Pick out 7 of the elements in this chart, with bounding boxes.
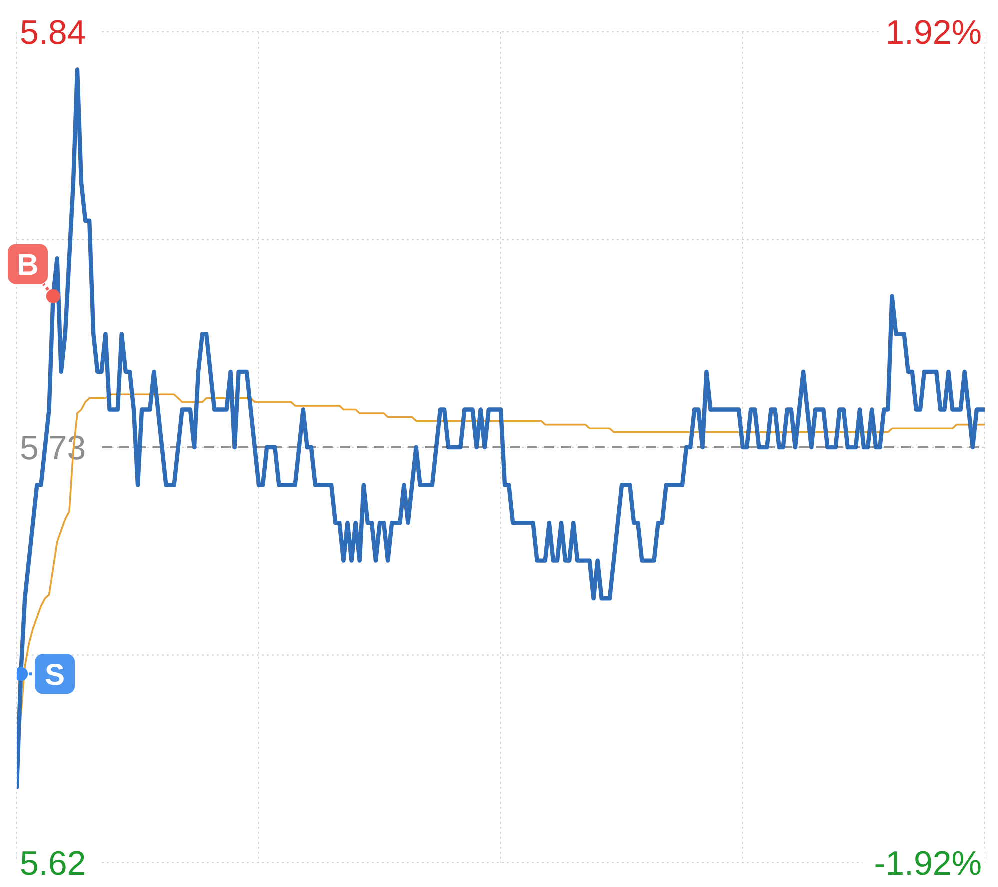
line-series — [17, 68, 985, 790]
series-label: B — [17, 249, 39, 282]
y2-tick-label: 1.92% — [886, 14, 982, 52]
legend-label: S — [45, 658, 66, 692]
y2-tick-label: -1.92% — [874, 845, 982, 884]
y-tick-label: 5.62 — [20, 845, 86, 884]
y-tick-label: 5.84 — [20, 14, 86, 52]
